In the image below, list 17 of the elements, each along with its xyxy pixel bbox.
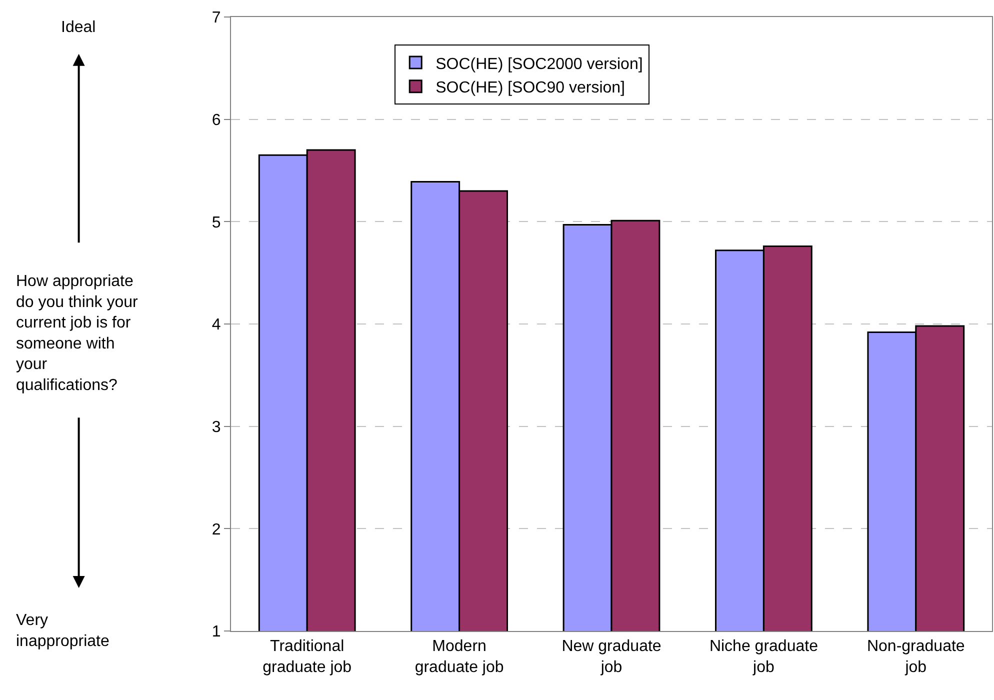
y-tick-label: 4 bbox=[212, 316, 221, 334]
text: Ideal bbox=[61, 19, 96, 36]
text: How appropriate do you think your current job is for someone with your qualifications? bbox=[16, 273, 139, 394]
text: Very inappropriate bbox=[16, 612, 110, 650]
x-tick-label: Non-graduate job bbox=[866, 638, 965, 676]
x-tick-label: Traditional graduate job bbox=[262, 638, 352, 676]
y-tick-label: 5 bbox=[212, 214, 221, 232]
y-tick-label: 2 bbox=[212, 521, 221, 538]
x-tick-label: New graduate job bbox=[562, 638, 662, 676]
y-tick-label: 3 bbox=[212, 418, 221, 436]
x-tick-label: Modern graduate job bbox=[414, 638, 504, 676]
y-tick-label: 6 bbox=[212, 112, 221, 129]
y-tick-label: 7 bbox=[212, 10, 221, 27]
y-tick-label: 1 bbox=[212, 624, 221, 641]
x-tick-label: Niche graduate job bbox=[709, 638, 818, 676]
legend-label: SOC(HE) [SOC2000 version] bbox=[436, 56, 643, 73]
legend-label: SOC(HE) [SOC90 version] bbox=[436, 80, 626, 97]
